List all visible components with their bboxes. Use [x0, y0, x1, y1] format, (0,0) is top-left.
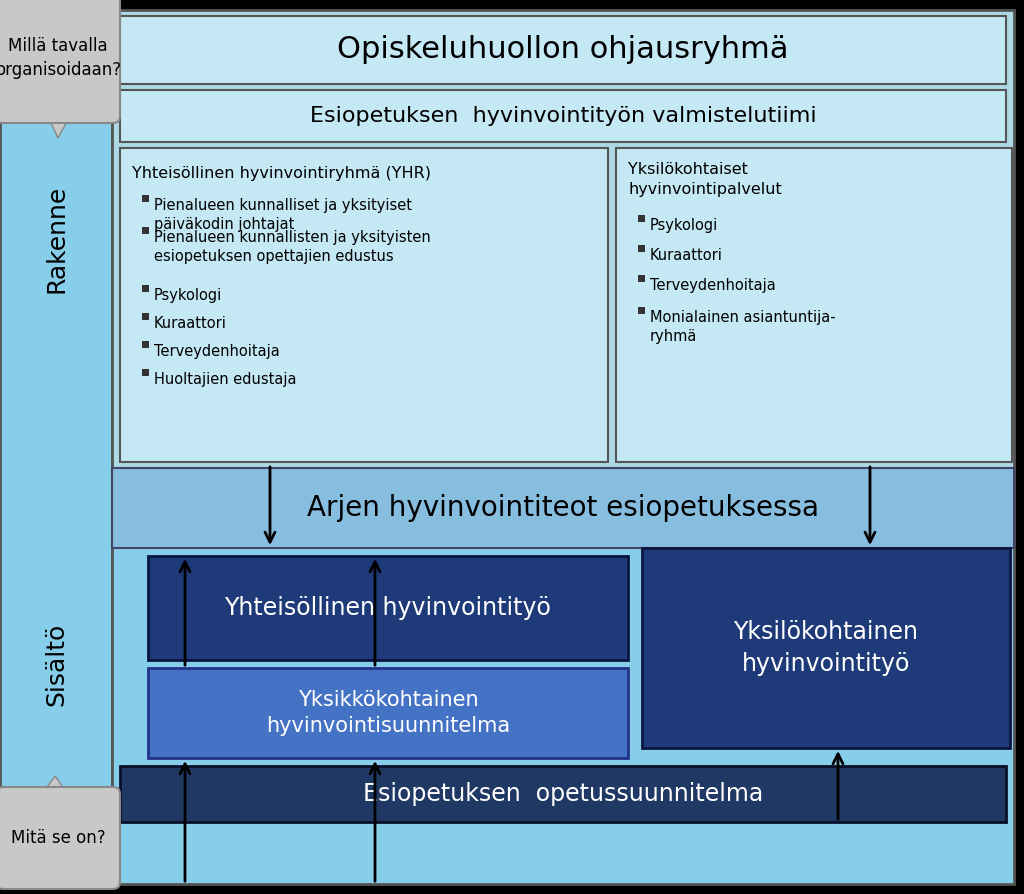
Bar	[638, 215, 645, 222]
Bar	[142, 195, 150, 202]
Text: Yksikkökohtainen
hyvinvointisuunnitelma: Yksikkökohtainen hyvinvointisuunnitelma	[266, 690, 510, 736]
Bar	[638, 275, 645, 282]
Text: Mitä se on?: Mitä se on?	[10, 829, 105, 847]
Text: Kuraattori: Kuraattori	[154, 316, 227, 331]
Bar	[142, 227, 150, 234]
Text: Yhteisöllinen hyvinvointityö: Yhteisöllinen hyvinvointityö	[224, 596, 552, 620]
Text: Terveydenhoitaja: Terveydenhoitaja	[154, 344, 280, 359]
Bar	[638, 245, 645, 252]
Text: Terveydenhoitaja: Terveydenhoitaja	[650, 278, 776, 293]
FancyBboxPatch shape	[112, 468, 1014, 884]
FancyBboxPatch shape	[120, 16, 1006, 84]
FancyBboxPatch shape	[148, 556, 628, 660]
Text: Esiopetuksen  opetussuunnitelma: Esiopetuksen opetussuunnitelma	[362, 782, 763, 806]
FancyBboxPatch shape	[120, 766, 1006, 822]
Text: Millä tavalla
organisoidaan?: Millä tavalla organisoidaan?	[0, 38, 121, 79]
FancyBboxPatch shape	[148, 668, 628, 758]
FancyBboxPatch shape	[616, 148, 1012, 462]
Bar	[142, 341, 150, 348]
FancyBboxPatch shape	[642, 548, 1010, 748]
FancyBboxPatch shape	[120, 90, 1006, 142]
FancyBboxPatch shape	[112, 468, 1014, 548]
Text: Kuraattori: Kuraattori	[650, 248, 723, 263]
Bar	[142, 313, 150, 320]
FancyBboxPatch shape	[0, 787, 120, 889]
Text: Monialainen asiantuntija-
ryhmä: Monialainen asiantuntija- ryhmä	[650, 310, 836, 343]
Text: Huoltajien edustaja: Huoltajien edustaja	[154, 372, 297, 387]
Text: Sisältö: Sisältö	[44, 622, 68, 705]
Text: Pienalueen kunnalliset ja yksityiset
päiväkodin johtajat: Pienalueen kunnalliset ja yksityiset päi…	[154, 198, 412, 232]
Text: Rakenne: Rakenne	[44, 185, 68, 293]
FancyBboxPatch shape	[0, 0, 120, 123]
Bar	[142, 369, 150, 376]
Text: Arjen hyvinvointiteot esiopetuksessa: Arjen hyvinvointiteot esiopetuksessa	[307, 494, 819, 522]
FancyBboxPatch shape	[112, 10, 1014, 468]
Text: Pienalueen kunnallisten ja yksityisten
esiopetuksen opettajien edustus: Pienalueen kunnallisten ja yksityisten e…	[154, 230, 431, 264]
Text: Yksilökohtaiset
hyvinvointipalvelut: Yksilökohtaiset hyvinvointipalvelut	[628, 162, 781, 197]
Bar	[638, 307, 645, 314]
FancyBboxPatch shape	[120, 148, 608, 462]
Text: Yhteisöllinen hyvinvointiryhmä (YHR): Yhteisöllinen hyvinvointiryhmä (YHR)	[132, 166, 431, 181]
Polygon shape	[48, 116, 70, 138]
Text: Psykologi: Psykologi	[650, 218, 718, 233]
Text: Opiskeluhuollon ohjausryhmä: Opiskeluhuollon ohjausryhmä	[337, 36, 788, 64]
FancyBboxPatch shape	[0, 10, 112, 882]
Bar	[142, 285, 150, 292]
Text: Esiopetuksen  hyvinvointityön valmistelutiimi: Esiopetuksen hyvinvointityön valmistelut…	[309, 106, 816, 126]
Text: Psykologi: Psykologi	[154, 288, 222, 303]
Text: Yksilökohtainen
hyvinvointityö: Yksilökohtainen hyvinvointityö	[733, 620, 919, 676]
Polygon shape	[42, 776, 68, 794]
